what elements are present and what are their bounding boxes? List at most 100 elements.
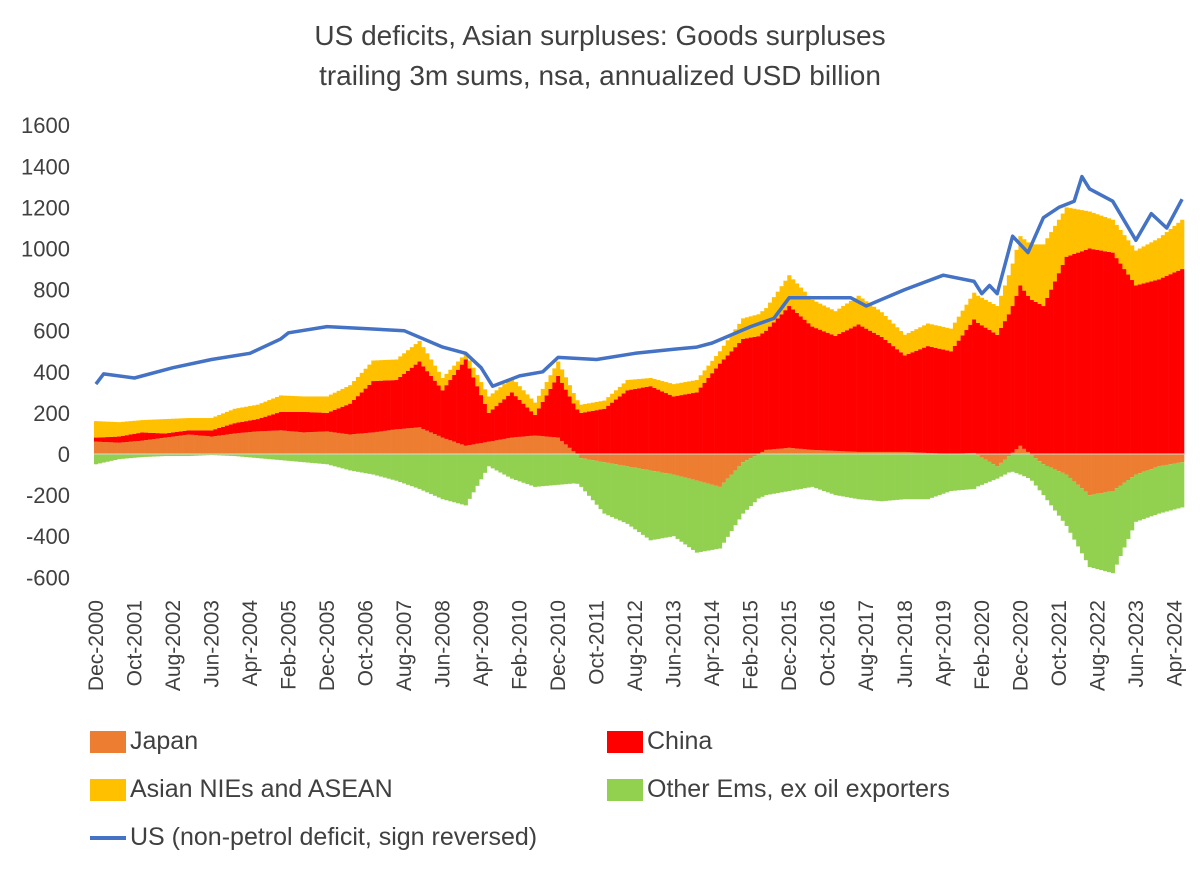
bar-segment [1087,495,1092,568]
bar-segment [544,395,549,437]
bar-segment [548,454,553,486]
bar-segment [521,403,526,437]
bar-segment [860,298,865,327]
bar-segment [1041,454,1046,465]
bar-segment [213,429,218,437]
bar-segment [771,322,777,450]
bar-segment [714,485,719,550]
bar-segment [898,451,904,454]
bar-segment [286,431,291,454]
bar-segment [278,430,284,454]
bar-segment [860,454,865,500]
bar-segment [1006,275,1011,315]
bar-segment [197,454,203,456]
bar-segment [1110,252,1115,454]
bar-segment [452,454,457,503]
bar-segment [633,467,638,530]
bar-segment [278,454,284,461]
bar-segment [144,440,149,454]
bar-segment [359,372,364,393]
bar-segment [587,411,592,454]
bar-segment [864,451,869,454]
bar-segment [1002,459,1008,475]
bar-segment [309,454,314,463]
bar-segment [717,486,723,549]
bar-segment [94,441,99,454]
bar-segment [771,454,777,494]
bar-segment [1022,290,1027,449]
bar-segment [983,454,988,460]
bar-segment [1010,306,1015,453]
bar-segment [979,325,985,454]
bar-segment [486,396,492,413]
bar-segment [710,373,715,454]
bar-segment [667,394,673,454]
bar-segment [163,433,168,438]
bar-segment [132,420,137,434]
bar-segment [895,451,900,454]
bar-segment [151,439,156,454]
bar-segment [317,396,322,413]
bar-segment [1164,232,1169,276]
bar-segment [1006,314,1011,454]
bar-segment [652,378,657,388]
bar-segment [432,454,438,496]
bar-segment [167,432,172,438]
bar-segment [1018,445,1023,454]
bar-segment [918,327,923,350]
bar-segment [744,338,750,455]
bar-segment [848,328,854,452]
bar-segment [733,347,738,454]
bar-segment [964,454,969,490]
x-tick-label: Aug-2012 [624,600,647,691]
bar-segment [425,454,430,493]
bar-segment [652,387,657,454]
bar-segment [563,377,569,390]
bar-segment [290,395,295,412]
bar-segment [698,375,703,388]
bar-segment [275,430,280,454]
bar-segment [163,419,168,434]
bar-segment [906,353,911,453]
bar-segment [232,454,237,457]
bar-segment [1122,269,1127,454]
bar-segment [1172,272,1177,455]
bar-segment [236,433,241,454]
bar-segment [382,380,388,431]
bar-segment [814,454,819,489]
bar-segment [648,377,653,387]
bar-segment [405,454,411,485]
bar-segment [228,454,233,456]
bar-segment [1153,280,1158,454]
bar-segment [679,454,684,477]
bar-segment [937,348,942,454]
x-tick-label: Apr-2004 [239,600,262,687]
bar-segment [914,452,919,454]
bar-segment [228,433,233,454]
bar-segment [1010,263,1015,307]
bar-segment [579,458,584,487]
x-tick-label: Dec-2000 [85,600,108,691]
bar-segment [821,331,827,451]
bar-segment [197,435,203,454]
bar-segment [205,430,210,437]
bar-segment [949,454,954,491]
bar-segment [802,449,807,454]
bar-segment [101,454,106,463]
bar-segment [197,418,203,431]
bar-segment [117,436,122,443]
bar-segment [821,305,827,332]
bar-segment [852,454,857,499]
bar-segment [267,430,272,454]
bar-segment [174,418,180,432]
bar-segment [1002,321,1008,454]
bar-segment [613,399,619,454]
bar-segment [571,403,576,452]
bar-segment [402,353,407,374]
bar-segment [1180,269,1185,454]
bar-segment [517,386,522,400]
bar-segment [305,412,310,433]
bar-segment [325,396,330,413]
bar-segment [167,454,172,457]
bar-segment [240,421,245,433]
